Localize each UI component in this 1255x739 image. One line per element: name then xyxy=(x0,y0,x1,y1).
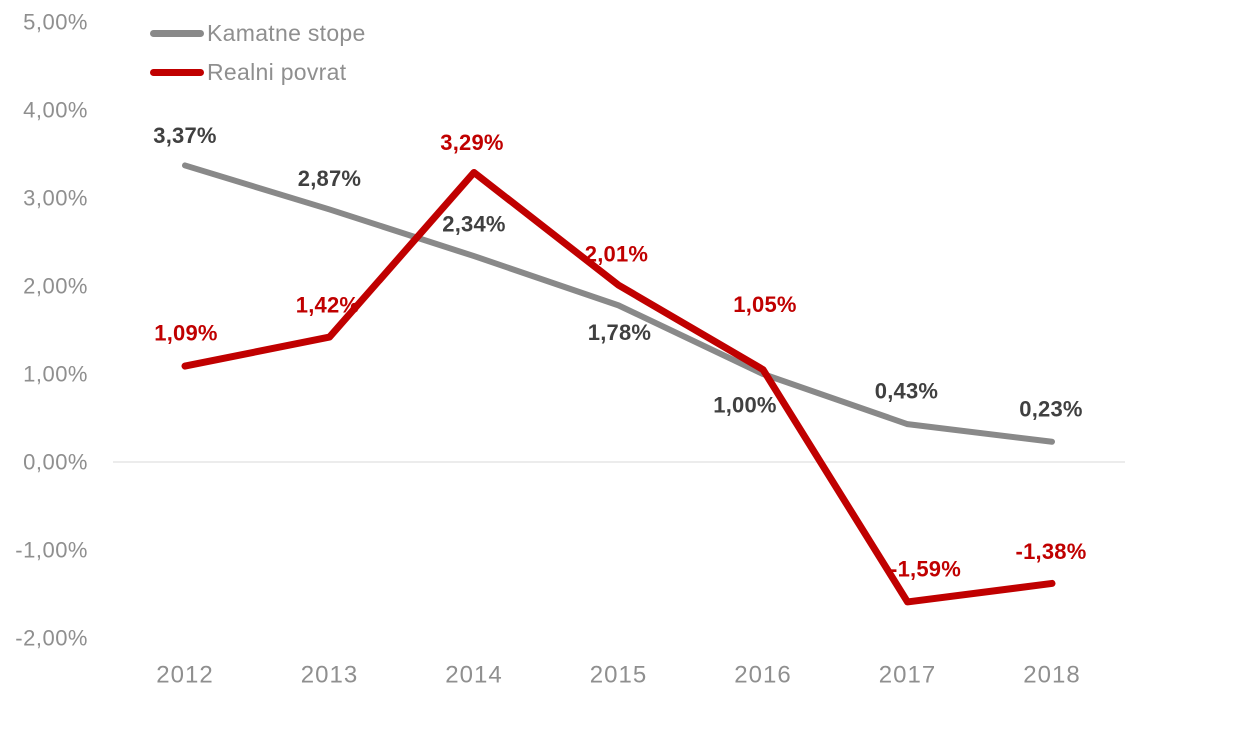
data-label-series-0: 0,23% xyxy=(1019,396,1082,421)
data-label-series-0: 1,78% xyxy=(588,320,651,345)
x-axis-tick-label: 2012 xyxy=(156,662,213,689)
y-axis-tick-label: 0,00% xyxy=(23,450,88,475)
legend: Kamatne stope Realni povrat xyxy=(150,20,366,85)
y-axis-tick-label: 3,00% xyxy=(23,186,88,211)
y-axis-tick-label: -2,00% xyxy=(15,626,88,651)
data-label-series-0: 3,37% xyxy=(153,123,216,148)
x-axis-tick-label: 2016 xyxy=(734,662,791,689)
legend-label-realni-povrat: Realni povrat xyxy=(207,58,347,85)
y-axis-tick-label: 5,00% xyxy=(23,10,88,35)
legend-item-kamatne-stope[interactable]: Kamatne stope xyxy=(150,20,366,46)
y-axis-tick-label: 4,00% xyxy=(23,98,88,123)
data-label-series-1: -1,38% xyxy=(1016,539,1087,564)
data-label-series-1: 2,01% xyxy=(585,242,648,267)
x-axis-tick-label: 2017 xyxy=(879,662,936,689)
data-label-series-0: 2,87% xyxy=(298,166,361,191)
data-label-series-0: 1,00% xyxy=(713,393,776,418)
x-axis-tick-label: 2013 xyxy=(301,662,358,689)
y-axis-tick-label: 2,00% xyxy=(23,274,88,299)
legend-swatch-realni-povrat xyxy=(150,68,204,76)
legend-item-realni-povrat[interactable]: Realni povrat xyxy=(150,59,366,85)
data-label-series-1: 1,05% xyxy=(733,292,796,317)
legend-swatch-kamatne-stope xyxy=(150,29,204,37)
series-line-0[interactable] xyxy=(182,162,1055,445)
y-axis-tick-label: 1,00% xyxy=(23,362,88,387)
data-label-series-1: -1,59% xyxy=(890,556,961,581)
data-label-series-1: 1,09% xyxy=(154,321,217,346)
series-line-1[interactable] xyxy=(181,168,1056,606)
x-axis-tick-label: 2018 xyxy=(1023,662,1080,689)
data-label-series-1: 3,29% xyxy=(440,130,503,155)
data-label-series-1: 1,42% xyxy=(296,293,359,318)
data-label-series-0: 2,34% xyxy=(442,212,505,237)
x-axis-tick-label: 2015 xyxy=(590,662,647,689)
y-axis-tick-label: -1,00% xyxy=(15,538,88,563)
legend-label-kamatne-stope: Kamatne stope xyxy=(207,19,366,46)
data-label-series-0: 0,43% xyxy=(875,379,938,404)
x-axis-tick-label: 2014 xyxy=(445,662,502,689)
